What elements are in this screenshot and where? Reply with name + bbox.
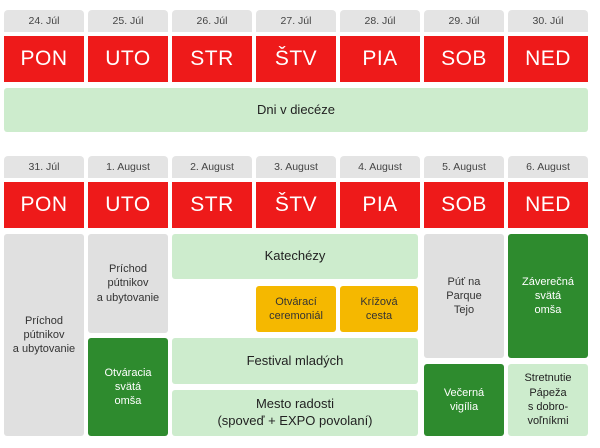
day-header: PON [4,182,84,228]
day-header: STR [172,36,252,82]
date-header: 28. Júl [340,10,420,32]
event-closing-mass: Záverečná svätá omša [508,234,588,358]
date-header: 2. August [172,156,252,178]
day-header: PON [4,36,84,82]
date-header: 31. Júl [4,156,84,178]
day-header: UTO [88,182,168,228]
date-header: 25. Júl [88,10,168,32]
date-header: 27. Júl [256,10,336,32]
date-header: 26. Júl [172,10,252,32]
day-header: SOB [424,36,504,82]
event-opening-ceremony: Otvárací ceremoniál [256,286,336,332]
event-evening-vigil: Večerná vigília [424,364,504,436]
day-header: STR [172,182,252,228]
event-way-of-cross: Krížová cesta [340,286,418,332]
event-pilgrim-arrival-mon: Príchod pútnikov a ubytovanie [4,234,84,436]
event-pope-volunteers-meeting: Stretnutie Pápeža s dobro- voľníkmi [508,364,588,436]
event-catechesis: Katechézy [172,234,418,279]
event-pilgrimage-parque-tejo: Púť na Parque Tejo [424,234,504,358]
day-header: NED [508,36,588,82]
date-header: 30. Júl [508,10,588,32]
day-header: UTO [88,36,168,82]
event-youth-festival: Festival mladých [172,338,418,384]
day-header: ŠTV [256,182,336,228]
date-header: 1. August [88,156,168,178]
day-header: ŠTV [256,36,336,82]
day-header: NED [508,182,588,228]
date-header: 29. Júl [424,10,504,32]
date-header: 3. August [256,156,336,178]
diocese-days-banner: Dni v diecéze [4,88,588,132]
event-city-of-joy: Mesto radosti (spoveď + EXPO povolaní) [172,390,418,436]
date-header: 4. August [340,156,420,178]
date-header: 6. August [508,156,588,178]
day-header: PIA [340,182,420,228]
event-pilgrim-arrival-tue: Príchod pútnikov a ubytovanie [88,234,168,333]
date-header: 5. August [424,156,504,178]
day-header: PIA [340,36,420,82]
event-opening-mass: Otváracia svätá omša [88,338,168,436]
date-header: 24. Júl [4,10,84,32]
day-header: SOB [424,182,504,228]
